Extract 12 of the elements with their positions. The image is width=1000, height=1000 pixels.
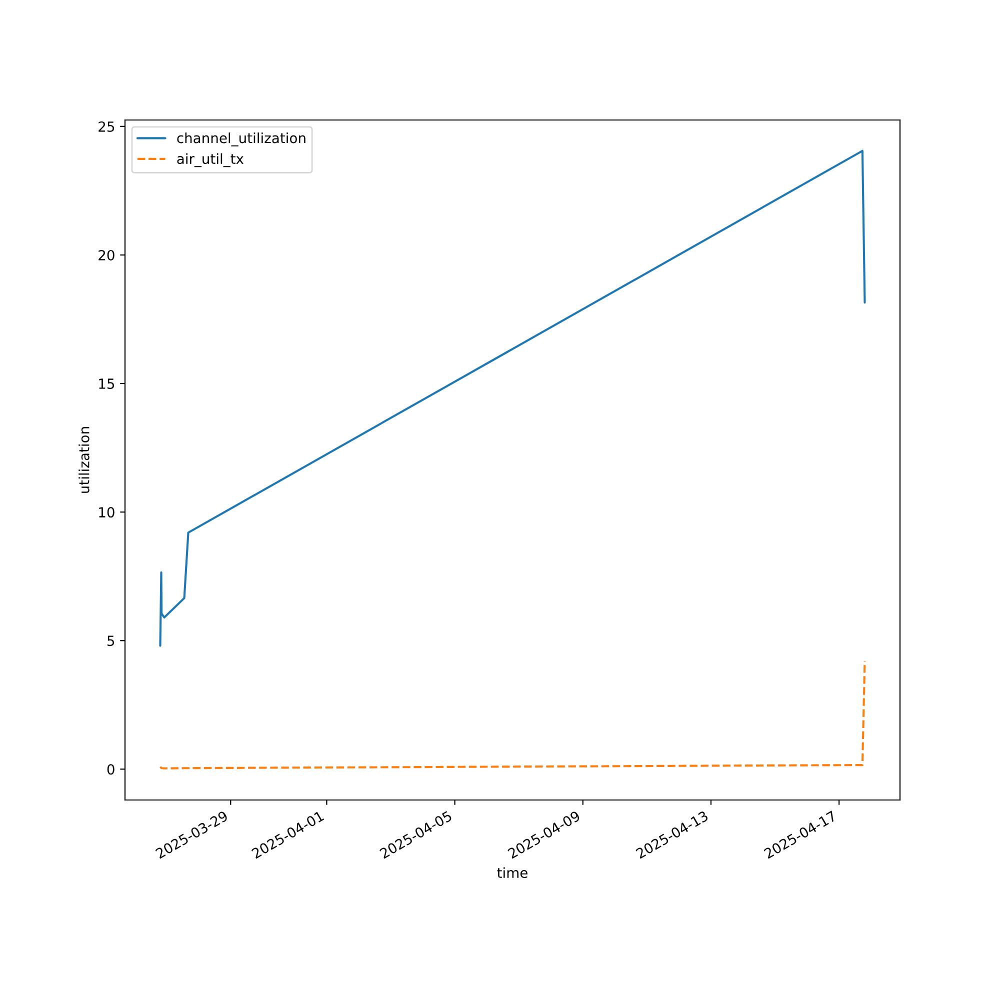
y-tick-label: 10 <box>99 507 114 518</box>
legend-label: channel_utilization <box>177 132 306 146</box>
legend-label: air_util_tx <box>177 153 244 168</box>
y-tick-label: 0 <box>107 764 114 775</box>
y-tick-label: 15 <box>99 378 114 389</box>
line-series <box>159 660 866 770</box>
x-axis-title: time <box>497 867 528 878</box>
y-tick-label: 5 <box>108 636 114 646</box>
y-tick-label: 20 <box>98 250 114 260</box>
y-axis-title: utilization <box>78 427 90 493</box>
y-tick-label: 25 <box>98 121 114 132</box>
line-series <box>159 150 866 647</box>
